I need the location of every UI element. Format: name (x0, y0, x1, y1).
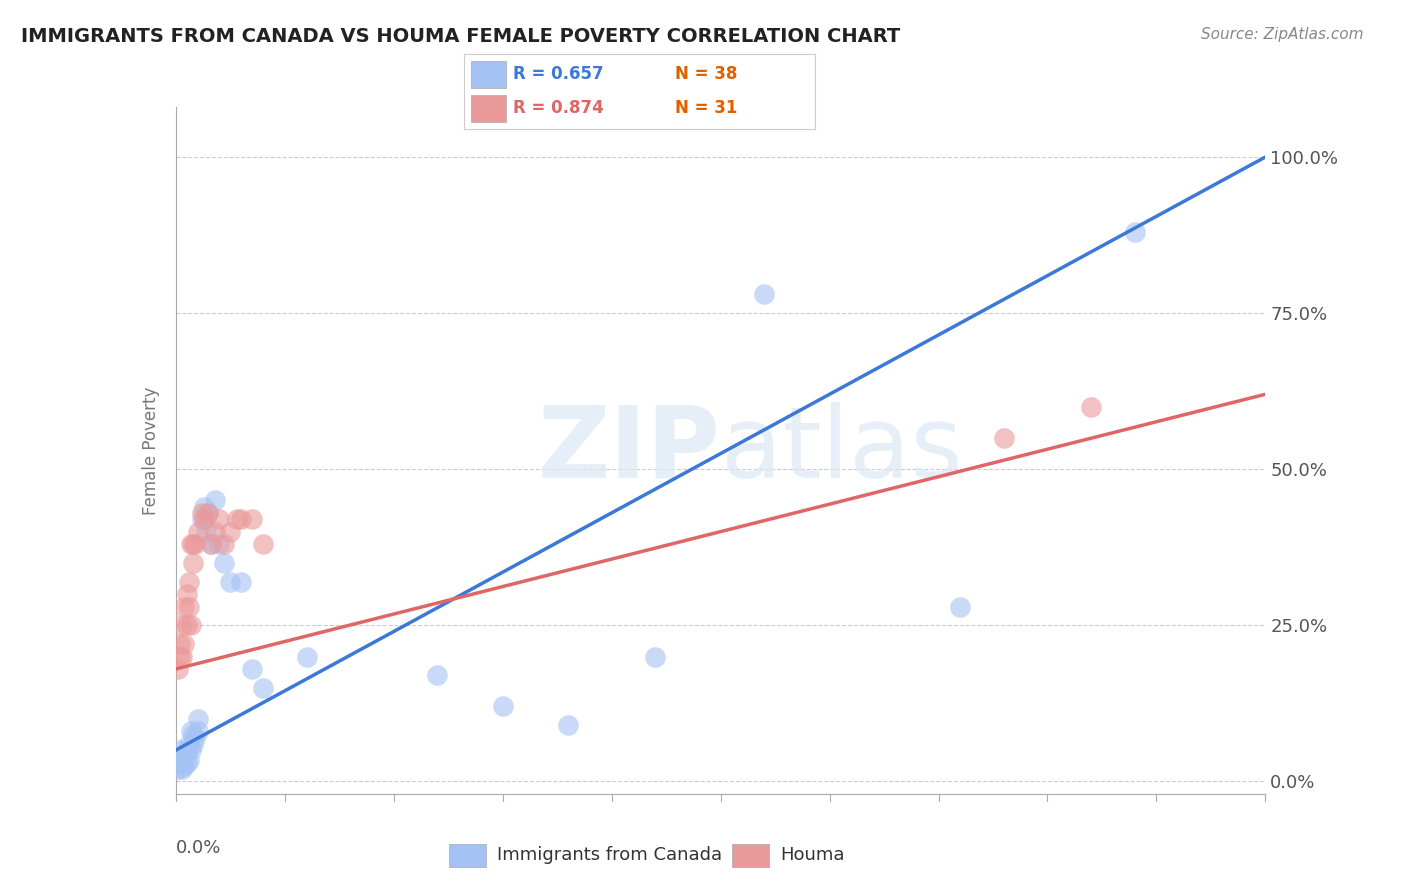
Point (177, 574, 200, 589)
Point (644, 649, 666, 664)
Point (181, 556, 204, 570)
Bar (471, 95, 506, 122)
Point (204, 493, 226, 508)
Point (169, 743, 191, 757)
Point (252, 537, 274, 551)
Bar (471, 62, 506, 87)
Point (181, 737, 204, 751)
Point (191, 506, 214, 520)
Point (177, 753, 200, 767)
Text: R = 0.657: R = 0.657 (513, 65, 603, 83)
Point (208, 537, 231, 551)
Point (193, 512, 215, 526)
Point (754, 287, 776, 301)
Point (197, 506, 219, 520)
Point (212, 537, 235, 551)
Point (176, 618, 198, 632)
Point (200, 537, 222, 551)
Point (169, 649, 191, 664)
Point (177, 737, 200, 751)
Text: Immigrants from Canada: Immigrants from Canada (496, 847, 721, 864)
Point (949, 599, 972, 614)
Point (186, 724, 209, 739)
Point (172, 756, 194, 770)
Text: R = 0.874: R = 0.874 (513, 100, 605, 118)
Point (219, 524, 242, 539)
Point (1080, 400, 1102, 414)
Point (167, 762, 190, 776)
Point (173, 599, 195, 614)
Point (172, 618, 194, 632)
Point (177, 599, 200, 614)
Bar (731, 844, 769, 867)
Point (176, 743, 198, 757)
Text: IMMIGRANTS FROM CANADA VS HOUMA FEMALE POVERTY CORRELATION CHART: IMMIGRANTS FROM CANADA VS HOUMA FEMALE P… (21, 27, 900, 45)
Text: ZIP: ZIP (537, 402, 721, 499)
Text: atlas: atlas (721, 402, 962, 499)
Bar (449, 844, 486, 867)
Text: N = 38: N = 38 (675, 65, 737, 83)
Point (993, 431, 1015, 445)
Point (167, 662, 190, 676)
Point (231, 574, 253, 589)
Point (169, 756, 191, 770)
Point (180, 618, 202, 632)
Point (184, 731, 207, 745)
Point (172, 649, 194, 664)
Point (195, 524, 218, 539)
Point (180, 743, 202, 757)
Point (219, 574, 242, 589)
Point (173, 637, 195, 651)
Point (252, 681, 274, 695)
Point (180, 537, 202, 551)
Point (184, 537, 207, 551)
Point (240, 662, 263, 676)
Point (492, 699, 515, 714)
Point (231, 512, 253, 526)
Point (173, 749, 195, 764)
Point (240, 512, 263, 526)
Point (200, 537, 222, 551)
Point (295, 649, 318, 664)
Point (181, 537, 204, 551)
Point (186, 712, 209, 726)
Point (191, 512, 214, 526)
Text: N = 31: N = 31 (675, 100, 737, 118)
Point (204, 524, 226, 539)
Point (180, 724, 202, 739)
Point (225, 512, 247, 526)
Point (173, 758, 195, 772)
Point (172, 762, 194, 776)
Point (426, 668, 449, 682)
Point (193, 500, 215, 514)
Point (181, 728, 204, 742)
Y-axis label: Female Poverty: Female Poverty (142, 386, 160, 515)
Point (197, 506, 219, 520)
Text: 0.0%: 0.0% (176, 838, 221, 856)
Point (176, 587, 198, 601)
Point (557, 718, 579, 732)
Point (169, 637, 191, 651)
Point (176, 756, 198, 770)
Text: Source: ZipAtlas.com: Source: ZipAtlas.com (1201, 27, 1364, 42)
Point (208, 512, 231, 526)
Point (1123, 225, 1146, 239)
Point (212, 556, 235, 570)
Text: Houma: Houma (780, 847, 844, 864)
Point (186, 524, 209, 539)
